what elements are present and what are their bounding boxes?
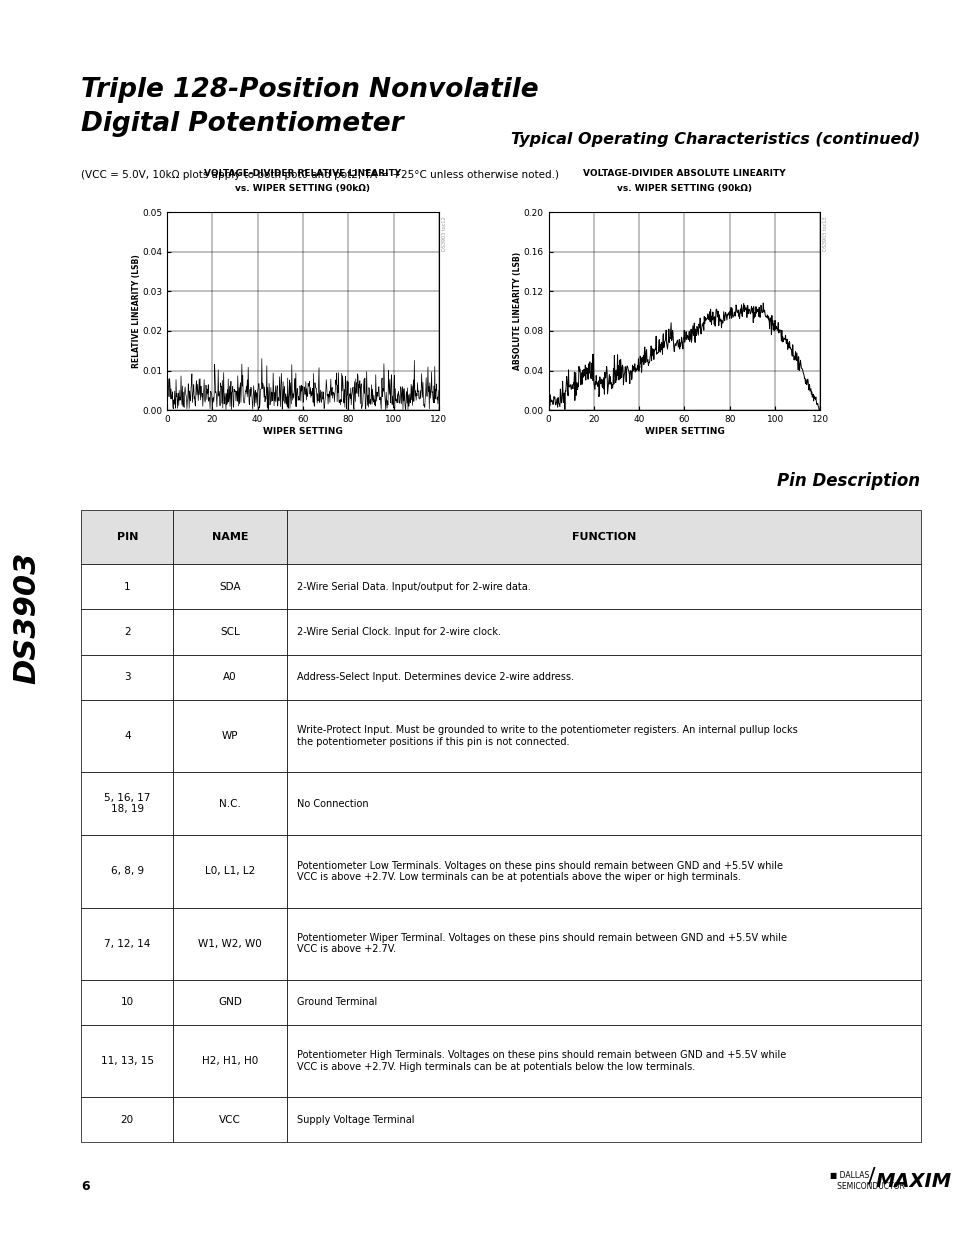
Bar	[287, 772, 920, 835]
Bar	[81, 835, 173, 908]
Bar	[81, 564, 173, 609]
Bar	[173, 1025, 287, 1097]
Text: Triple 128-Position Nonvolatile: Triple 128-Position Nonvolatile	[81, 77, 538, 103]
Bar	[287, 510, 920, 564]
Text: 11, 13, 15: 11, 13, 15	[101, 1056, 153, 1066]
Bar	[287, 655, 920, 700]
Text: L0, L1, L2: L0, L1, L2	[205, 867, 255, 877]
Text: 5, 16, 17
18, 19: 5, 16, 17 18, 19	[104, 793, 151, 814]
Text: NAME: NAME	[212, 532, 248, 542]
Text: 1: 1	[124, 582, 131, 592]
Text: No Connection: No Connection	[296, 799, 368, 809]
Text: H2, H1, H0: H2, H1, H0	[202, 1056, 258, 1066]
Text: 6, 8, 9: 6, 8, 9	[111, 867, 144, 877]
Bar	[287, 1097, 920, 1142]
Bar	[287, 564, 920, 609]
Text: SCL: SCL	[220, 627, 240, 637]
Bar	[173, 1097, 287, 1142]
Text: SDA: SDA	[219, 582, 241, 592]
Bar	[81, 979, 173, 1025]
Text: 2: 2	[124, 627, 131, 637]
Text: Write-Protect Input. Must be grounded to write to the potentiometer registers. A: Write-Protect Input. Must be grounded to…	[296, 725, 797, 747]
X-axis label: WIPER SETTING: WIPER SETTING	[644, 426, 723, 436]
Bar	[81, 1097, 173, 1142]
Text: Potentiometer High Terminals. Voltages on these pins should remain between GND a: Potentiometer High Terminals. Voltages o…	[296, 1050, 785, 1072]
Text: vs. WIPER SETTING (90kΩ): vs. WIPER SETTING (90kΩ)	[235, 184, 370, 193]
Bar	[81, 700, 173, 772]
Text: Address-Select Input. Determines device 2-wire address.: Address-Select Input. Determines device …	[296, 672, 574, 682]
Text: DS3903: DS3903	[12, 551, 41, 684]
Text: N.C.: N.C.	[219, 799, 241, 809]
Bar	[173, 510, 287, 564]
Bar	[173, 609, 287, 655]
Text: 6: 6	[81, 1179, 90, 1193]
Text: 4: 4	[124, 731, 131, 741]
Bar	[81, 655, 173, 700]
Bar	[287, 908, 920, 979]
Bar	[81, 772, 173, 835]
Bar	[81, 609, 173, 655]
Text: VOLTAGE-DIVIDER ABSOLUTE LINEARITY: VOLTAGE-DIVIDER ABSOLUTE LINEARITY	[582, 169, 785, 178]
Text: ■ DALLAS
   SEMICONDUCTOR: ■ DALLAS SEMICONDUCTOR	[829, 1171, 903, 1191]
Bar	[173, 564, 287, 609]
Bar	[287, 609, 920, 655]
Text: VOLTAGE-DIVIDER RELATIVE LINEARITY: VOLTAGE-DIVIDER RELATIVE LINEARITY	[204, 169, 401, 178]
Text: Typical Operating Characteristics (continued): Typical Operating Characteristics (conti…	[511, 132, 920, 147]
Text: 2-Wire Serial Clock. Input for 2-wire clock.: 2-Wire Serial Clock. Input for 2-wire cl…	[296, 627, 500, 637]
Bar	[81, 908, 173, 979]
Text: DS3903 toc13: DS3903 toc13	[822, 216, 827, 251]
Text: W1, W2, W0: W1, W2, W0	[198, 939, 262, 948]
Bar	[173, 908, 287, 979]
Bar	[173, 772, 287, 835]
Text: Potentiometer Wiper Terminal. Voltages on these pins should remain between GND a: Potentiometer Wiper Terminal. Voltages o…	[296, 932, 786, 955]
Text: GND: GND	[218, 998, 242, 1008]
Text: Potentiometer Low Terminals. Voltages on these pins should remain between GND an: Potentiometer Low Terminals. Voltages on…	[296, 861, 782, 882]
Bar	[81, 1025, 173, 1097]
Text: FUNCTION: FUNCTION	[571, 532, 635, 542]
Text: Supply Voltage Terminal: Supply Voltage Terminal	[296, 1115, 414, 1125]
Text: vs. WIPER SETTING (90kΩ): vs. WIPER SETTING (90kΩ)	[617, 184, 751, 193]
Text: 10: 10	[121, 998, 133, 1008]
Text: 2-Wire Serial Data. Input/output for 2-wire data.: 2-Wire Serial Data. Input/output for 2-w…	[296, 582, 530, 592]
X-axis label: WIPER SETTING: WIPER SETTING	[263, 426, 342, 436]
Text: MAXIM: MAXIM	[875, 1172, 951, 1191]
Text: 3: 3	[124, 672, 131, 682]
Bar	[173, 655, 287, 700]
Text: Pin Description: Pin Description	[777, 472, 920, 490]
Bar	[287, 1025, 920, 1097]
Text: A0: A0	[223, 672, 236, 682]
Bar	[287, 979, 920, 1025]
Bar	[173, 700, 287, 772]
Y-axis label: ABSOLUTE LINEARITY (LSB): ABSOLUTE LINEARITY (LSB)	[513, 252, 521, 370]
Text: PIN: PIN	[116, 532, 138, 542]
Text: Digital Potentiometer: Digital Potentiometer	[81, 111, 403, 137]
Text: DS3903 toc12: DS3903 toc12	[441, 216, 446, 251]
Text: Ground Terminal: Ground Terminal	[296, 998, 376, 1008]
Y-axis label: RELATIVE LINEARITY (LSB): RELATIVE LINEARITY (LSB)	[132, 254, 140, 368]
Bar	[173, 979, 287, 1025]
Text: /: /	[867, 1167, 875, 1187]
Text: (VCC = 5.0V, 10kΩ plots apply to both pot0 and pot2, TA = +25°C unless otherwise: (VCC = 5.0V, 10kΩ plots apply to both po…	[81, 170, 558, 180]
Text: 7, 12, 14: 7, 12, 14	[104, 939, 151, 948]
Text: WP: WP	[222, 731, 238, 741]
Bar	[81, 510, 173, 564]
Text: 20: 20	[121, 1115, 133, 1125]
Bar	[287, 835, 920, 908]
Bar	[287, 700, 920, 772]
Bar	[173, 835, 287, 908]
Text: VCC: VCC	[219, 1115, 241, 1125]
